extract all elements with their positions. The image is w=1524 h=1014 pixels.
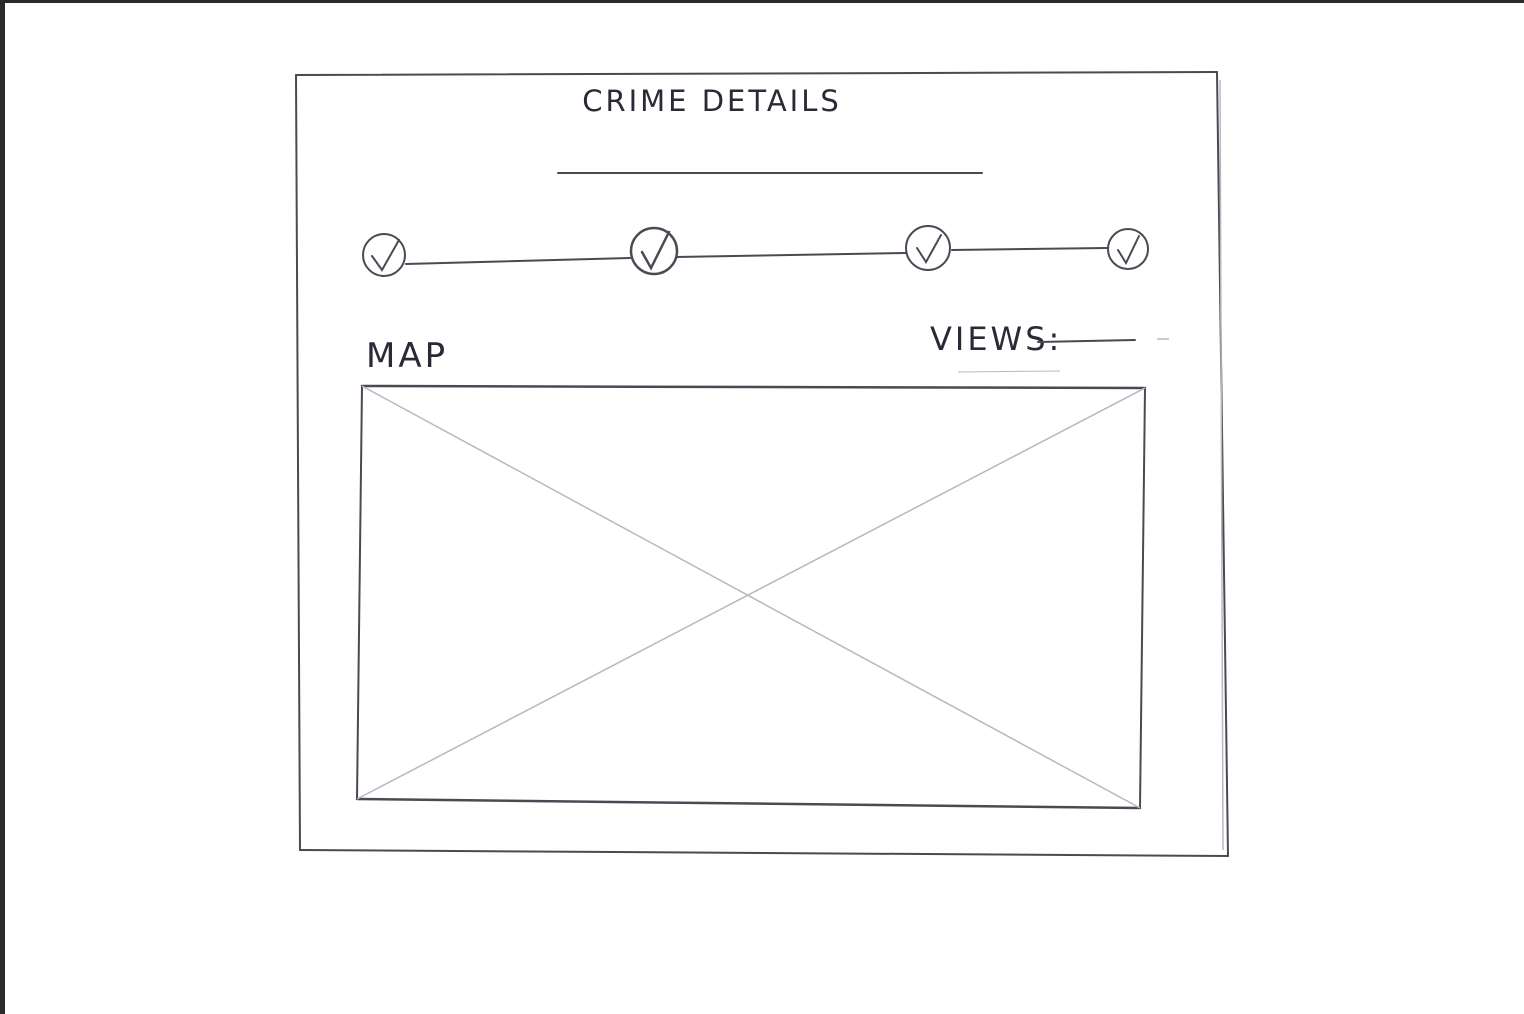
views-guide-line (957, 370, 1061, 373)
map-view[interactable] (355, 384, 1147, 810)
stepper-connector (675, 252, 907, 258)
progress-stepper (362, 225, 1149, 277)
page-title: CRIME DETAILS (582, 84, 842, 118)
views-value-line (1037, 339, 1136, 343)
views-label: VIEWS: (930, 320, 1062, 358)
stepper-connector (951, 247, 1108, 251)
map-label: MAP (366, 336, 448, 376)
viewer-edge-left (0, 0, 5, 1014)
image-placeholder-icon (356, 385, 1146, 809)
step-3-check-icon[interactable] (905, 225, 951, 271)
step-2-check-icon[interactable] (629, 226, 679, 276)
stepper-connector (405, 257, 631, 265)
step-4-check-icon[interactable] (1107, 228, 1149, 270)
step-1-check-icon[interactable] (362, 233, 406, 277)
screen-frame (295, 71, 1229, 857)
viewer-edge-top (0, 0, 1524, 3)
